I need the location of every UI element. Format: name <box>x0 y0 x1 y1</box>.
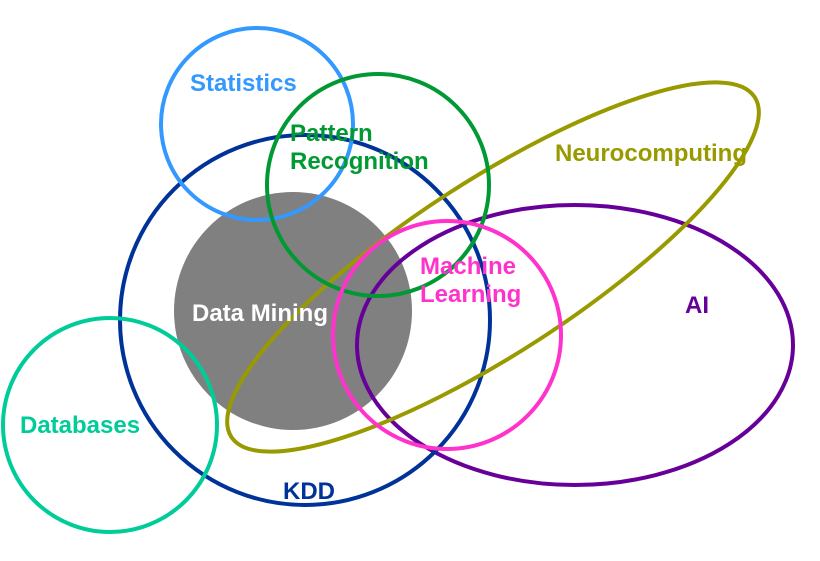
label-ai: AI <box>685 292 709 320</box>
label-data_mining: Data Mining <box>192 300 328 328</box>
venn-diagram: Statistics Pattern Recognition Neurocomput… <box>0 0 820 561</box>
label-pattern_recognition: Pattern Recognition <box>290 120 429 175</box>
label-databases: Databases <box>20 412 140 440</box>
shape-ai <box>357 205 793 485</box>
label-kdd: KDD <box>283 478 335 506</box>
diagram-svg <box>0 0 820 561</box>
label-statistics: Statistics <box>190 70 297 98</box>
label-neurocomputing: Neurocomputing <box>555 140 747 168</box>
label-machine_learning: Machine Learning <box>420 253 521 308</box>
